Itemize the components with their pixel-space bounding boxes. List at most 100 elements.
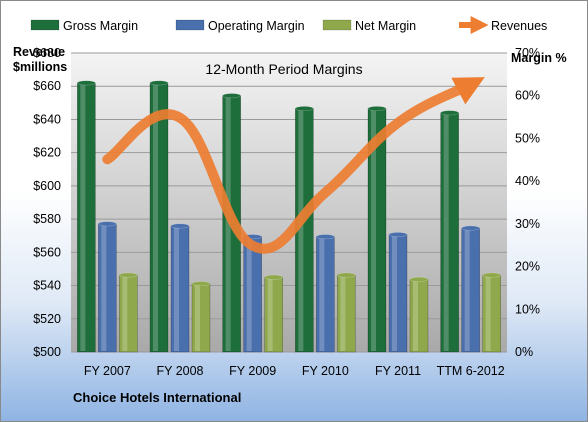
right-axis-ticks: 0% 10% 20% 30% 40% 50% 60% 70% <box>515 46 540 359</box>
x-tick-label: FY 2007 <box>84 364 131 378</box>
legend-label: Operating Margin <box>208 19 305 33</box>
bar-net-margin <box>409 276 429 353</box>
legend-label: Net Margin <box>355 19 416 33</box>
x-tick-label: TTM 6-2012 <box>437 364 505 378</box>
bar-highlight <box>153 83 158 352</box>
legend-swatch <box>322 19 352 31</box>
right-tick-label: 0% <box>515 345 533 359</box>
bar-highlight <box>319 237 325 351</box>
right-tick-label: 10% <box>515 302 540 316</box>
left-axis-title: Revenue $millions <box>13 45 67 74</box>
bar-gross-margin <box>295 106 314 353</box>
bar-highlight <box>392 235 397 351</box>
legend-item-gross-margin: Gross Margin <box>30 19 138 33</box>
bar-net-margin <box>191 281 211 353</box>
bar-cap <box>149 80 169 86</box>
bar-highlight <box>298 109 304 352</box>
left-axis-ticks: $500 $520 $540 $560 $580 $600 $620 $640 $660 $680 <box>33 46 61 359</box>
revenue-line-path <box>102 77 485 254</box>
legend-swatch <box>175 19 205 31</box>
bar-body <box>170 225 190 353</box>
bar-operating-margin <box>243 234 262 353</box>
bar-cap <box>316 234 335 240</box>
bar-operating-margin <box>98 221 117 353</box>
left-tick-label: $640 <box>33 112 61 126</box>
bar-gross-margin <box>440 110 459 353</box>
bar-highlight <box>371 109 376 352</box>
bar-body <box>440 112 459 353</box>
left-tick-label: $540 <box>33 279 61 293</box>
bar-highlight <box>174 226 179 351</box>
bar-gross-margin <box>77 80 96 353</box>
bar-cap <box>482 272 501 278</box>
bar-body <box>316 236 335 353</box>
bar-highlight <box>267 278 273 351</box>
bar-cap <box>295 106 314 111</box>
bar-cap <box>337 272 356 278</box>
bar-highlight <box>443 113 449 351</box>
x-tick-label: FY 2008 <box>156 364 203 378</box>
left-tick-label: $500 <box>33 345 61 359</box>
bar-highlight <box>225 96 231 351</box>
right-tick-label: 30% <box>515 217 540 231</box>
footer-company: Choice Hotels International <box>73 390 241 405</box>
legend-item-net-margin: Net Margin <box>322 19 416 33</box>
bar-highlight <box>340 276 346 351</box>
right-tick-label: 50% <box>515 131 540 145</box>
bar-net-margin <box>337 272 356 353</box>
left-axis-title-line: Revenue <box>13 45 65 59</box>
left-axis-title-line: $millions <box>13 60 67 74</box>
bar-cap <box>461 225 480 231</box>
x-tick-label: FY 2011 <box>375 364 421 378</box>
bar-gross-margin <box>149 80 169 353</box>
bar-highlight <box>101 224 107 351</box>
bar-cap <box>119 272 138 278</box>
bar-operating-margin <box>388 232 408 353</box>
bar-highlight <box>122 276 128 351</box>
bar-operating-margin <box>170 223 190 353</box>
left-tick-label: $680 <box>33 46 61 60</box>
bar-series <box>77 80 501 353</box>
right-tick-label: 60% <box>515 89 540 103</box>
bar-body <box>98 223 117 353</box>
bar-body <box>264 276 283 353</box>
bar-body <box>409 279 429 353</box>
bar-highlight <box>413 280 418 351</box>
legend-label: Revenues <box>491 19 547 33</box>
bar-body <box>337 274 356 353</box>
legend: Gross Margin Operating Margin Net Margin Re… <box>30 16 547 34</box>
left-tick-label: $660 <box>33 79 61 93</box>
bar-cap <box>191 281 211 287</box>
bar-operating-margin <box>461 225 480 353</box>
bar-cap <box>98 221 117 227</box>
bar-highlight <box>246 237 252 351</box>
legend-label: Gross Margin <box>63 19 138 33</box>
bar-body <box>119 274 138 353</box>
left-tick-label: $620 <box>33 146 61 160</box>
right-axis-title: Margin % <box>511 51 567 65</box>
bar-gross-margin <box>367 106 387 353</box>
bar-cap <box>77 80 96 86</box>
x-tick-label: FY 2010 <box>302 364 349 378</box>
bar-cap <box>409 276 429 282</box>
legend-swatch <box>30 19 60 31</box>
bar-operating-margin <box>316 234 335 353</box>
bar-cap <box>367 106 387 111</box>
bar-highlight <box>80 83 86 352</box>
bar-net-margin <box>264 274 283 353</box>
bar-cap <box>388 232 408 237</box>
bar-cap <box>440 110 459 116</box>
x-axis-ticks: FY 2007 FY 2008 FY 2009 FY 2010 FY 2011 TTM 6… <box>84 364 505 378</box>
bar-highlight <box>195 284 200 351</box>
bar-net-margin <box>119 272 138 353</box>
bar-cap <box>264 274 283 280</box>
bar-body <box>77 82 96 353</box>
revenue-line <box>102 77 485 254</box>
chart-title: 12-Month Period Margins <box>205 61 362 77</box>
left-tick-label: $520 <box>33 312 61 326</box>
bar-body <box>388 234 408 353</box>
left-tick-label: $580 <box>33 212 61 226</box>
legend-item-revenues: Revenues <box>459 16 547 34</box>
